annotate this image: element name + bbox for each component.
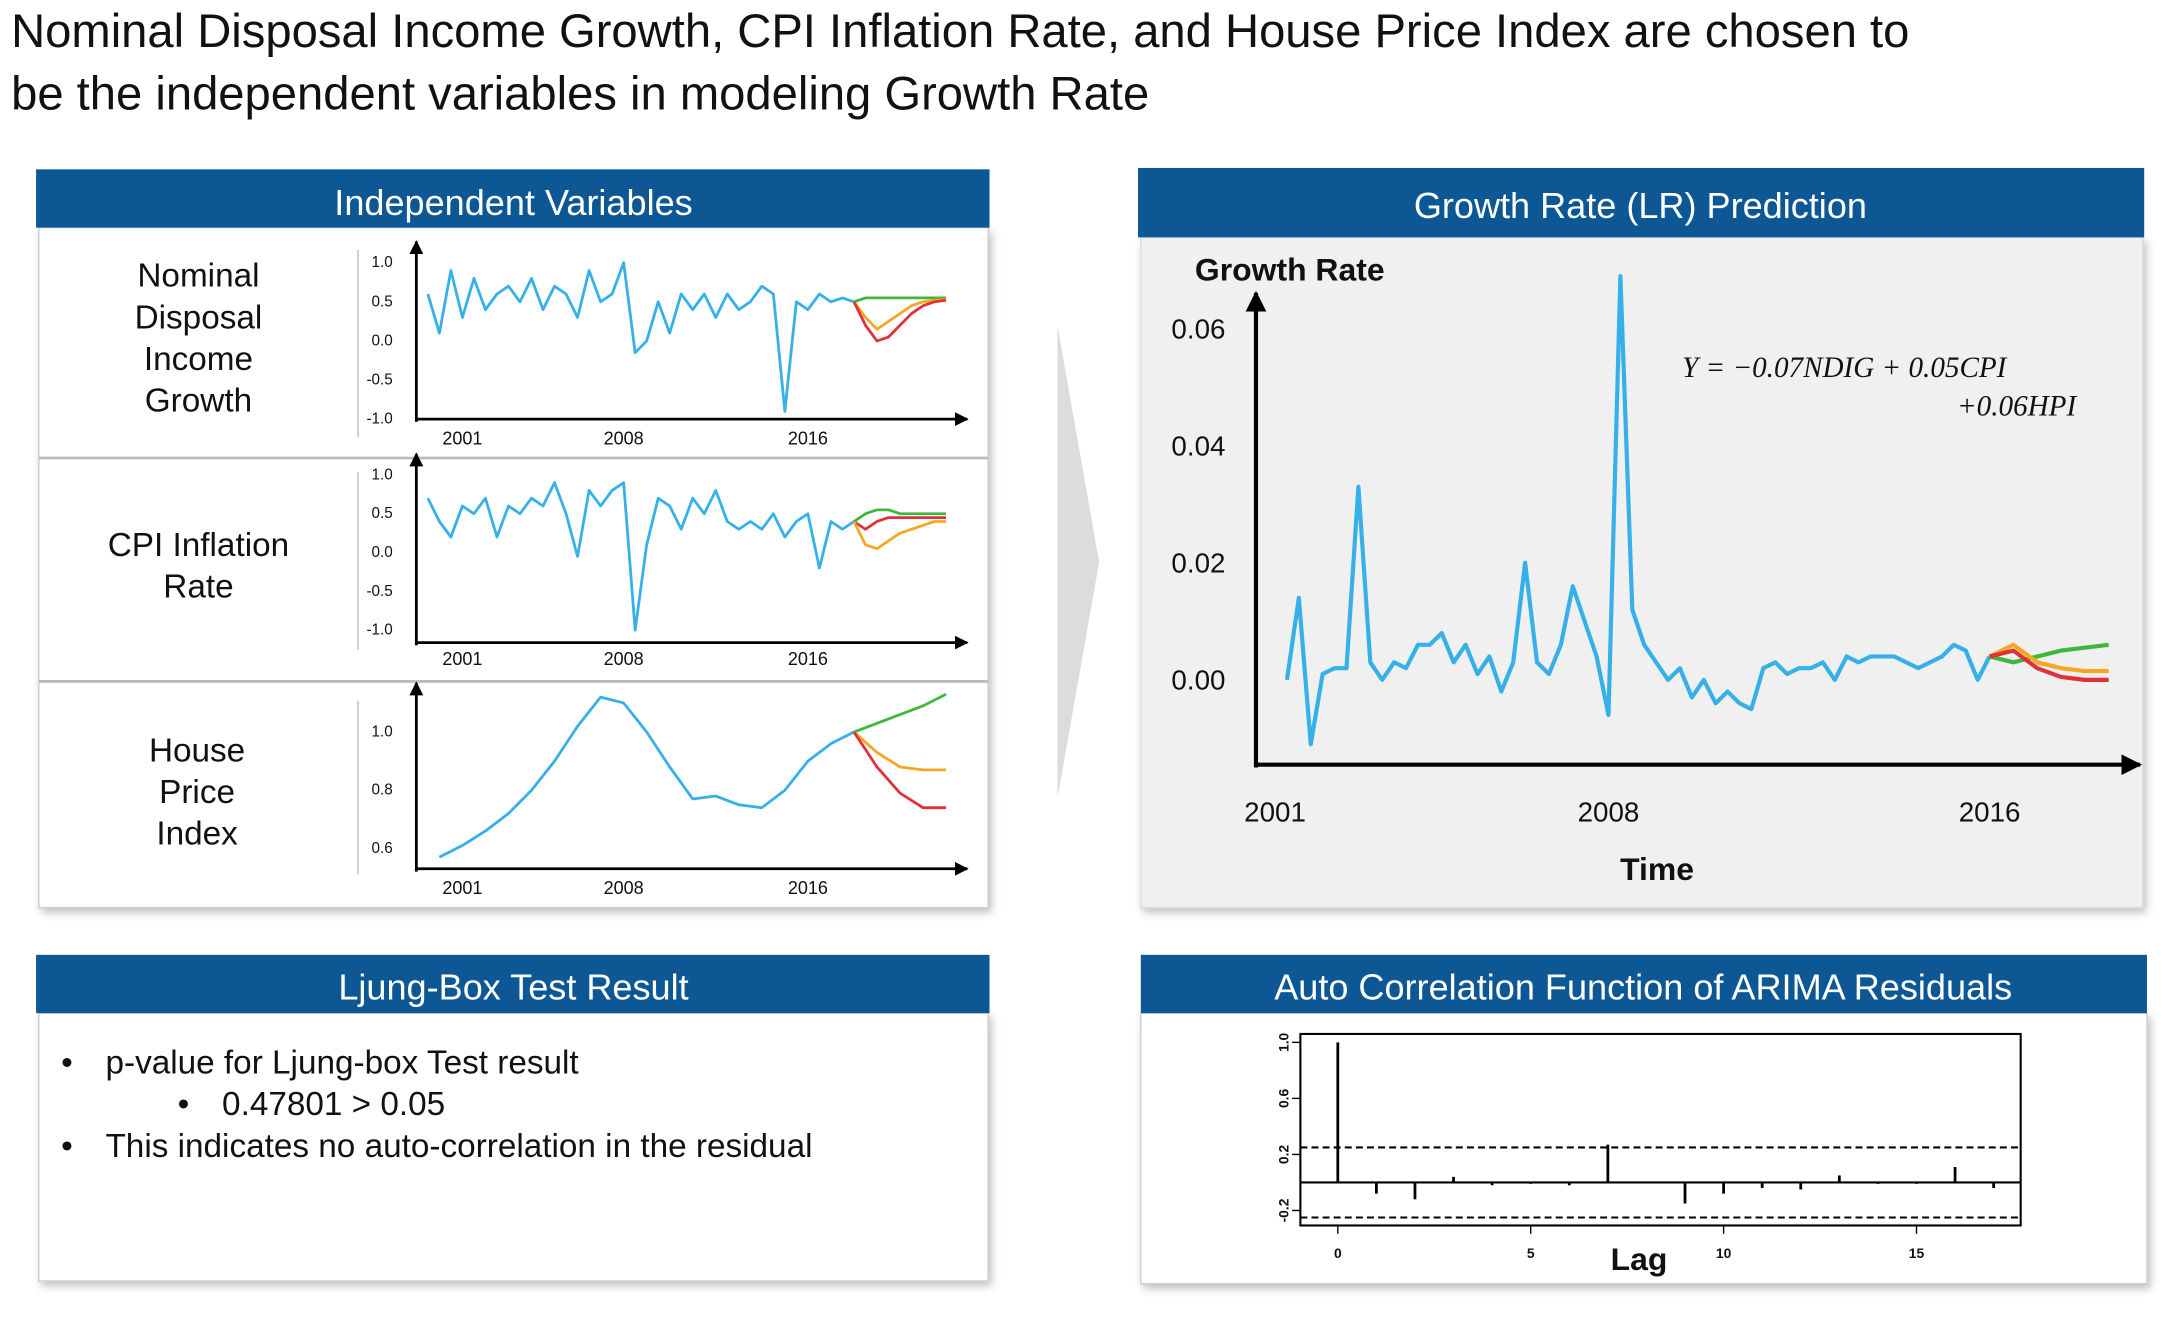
- panel-header: [36, 954, 990, 1014]
- y-tick-label: 0.0: [372, 332, 393, 349]
- bullet: •: [61, 1128, 73, 1165]
- x-tick-label: 2008: [1578, 796, 1640, 827]
- y-tick-label: 1.0: [372, 254, 393, 271]
- equation: +0.06HPI: [1957, 391, 2077, 423]
- y-tick-label: -0.5: [366, 583, 392, 600]
- y-tick-label: -0.5: [366, 372, 392, 389]
- row-label: Index: [156, 816, 238, 853]
- series-line: [853, 730, 947, 772]
- y-tick-label: 0.00: [1171, 664, 1225, 695]
- row-label: Income: [144, 341, 253, 378]
- y-axis-label: Growth Rate: [1195, 251, 1385, 287]
- x-tick-label: 2008: [604, 649, 644, 669]
- y-tick-label: 0.02: [1171, 547, 1225, 578]
- series-line: [853, 692, 947, 734]
- x-tick-label: 2001: [442, 878, 482, 898]
- y-tick-label: -1.0: [366, 622, 392, 639]
- bullet: •: [61, 1045, 73, 1082]
- x-tick-label: 2016: [788, 649, 828, 669]
- panel-title: Ljung-Box Test Result: [338, 966, 688, 1007]
- y-tick-label: 0.6: [1276, 1088, 1292, 1108]
- x-tick-label: 2016: [1959, 796, 2021, 827]
- arrow-shape: [1057, 326, 1100, 799]
- series-line: [438, 695, 855, 859]
- bullet-text: This indicates no auto-correlation in th…: [105, 1128, 812, 1165]
- y-tick-label: 0.8: [372, 782, 393, 799]
- y-tick-label: 1.0: [372, 724, 393, 741]
- panel-box: [1140, 236, 2144, 909]
- series-line: [1989, 648, 2109, 682]
- x-axis-label: Lag: [1611, 1241, 1668, 1277]
- y-tick-label: 0.5: [372, 505, 393, 522]
- x-tick-label: 2001: [442, 429, 482, 449]
- x-tick-label: 2008: [604, 878, 644, 898]
- y-tick-label: 1.0: [1276, 1032, 1292, 1052]
- series-line: [426, 481, 855, 632]
- y-tick-label: 0.0: [372, 544, 393, 561]
- row-label: House: [149, 732, 245, 769]
- x-tick-label: 10: [1716, 1245, 1732, 1261]
- y-tick-label: 0.6: [372, 840, 393, 857]
- panel-title: Growth Rate (LR) Prediction: [1414, 185, 1867, 226]
- panel-header: [1138, 167, 2145, 238]
- x-tick-label: 2001: [442, 649, 482, 669]
- series-line: [852, 298, 947, 331]
- series-line: [852, 731, 947, 810]
- plot-frame: [1299, 1032, 2022, 1227]
- series-line: [853, 296, 947, 304]
- panel-title: Independent Variables: [334, 182, 692, 223]
- row-label: Nominal: [137, 258, 259, 295]
- series-line: [1989, 642, 2109, 665]
- series-line: [853, 516, 947, 531]
- series-line: [1284, 274, 1992, 747]
- x-tick-label: 15: [1909, 1245, 1925, 1261]
- x-tick-label: 5: [1527, 1245, 1535, 1261]
- y-tick-label: -1.0: [366, 411, 392, 428]
- row-label: Disposal: [135, 299, 263, 336]
- y-tick-label: 0.2: [1276, 1145, 1292, 1165]
- y-tick-label: 0.5: [372, 293, 393, 310]
- y-tick-label: -0.2: [1276, 1198, 1292, 1222]
- y-tick-label: 1.0: [372, 466, 393, 483]
- row-label: CPI Inflation: [108, 527, 289, 564]
- x-axis-label: Time: [1620, 851, 1694, 887]
- x-tick-label: 2001: [1244, 796, 1306, 827]
- equation: Y = −0.07NDIG + 0.05CPI: [1682, 352, 2008, 384]
- bullet-text: p-value for Ljung-box Test result: [105, 1045, 578, 1082]
- bullet: •: [178, 1086, 190, 1123]
- row-label: Rate: [163, 569, 233, 606]
- x-tick-label: 2016: [788, 878, 828, 898]
- panel-box: [38, 1012, 989, 1282]
- series-line: [853, 508, 947, 523]
- x-tick-label: 2008: [604, 429, 644, 449]
- x-tick-label: 2016: [788, 429, 828, 449]
- row-label: Growth: [145, 383, 252, 420]
- slide-title: be the independent variables in modeling…: [11, 67, 1149, 120]
- series-line: [852, 520, 947, 551]
- slide-title: Nominal Disposal Income Growth, CPI Infl…: [11, 4, 1909, 57]
- series-line: [426, 261, 855, 413]
- series-line: [1988, 642, 2109, 674]
- row-label: Price: [159, 774, 235, 811]
- x-tick-label: 0: [1334, 1245, 1342, 1261]
- panel-header: [1140, 954, 2147, 1014]
- y-tick-label: 0.06: [1171, 313, 1225, 344]
- panel-box: [38, 226, 989, 909]
- panel-header: [36, 169, 990, 228]
- bullet-text: 0.47801 > 0.05: [222, 1086, 445, 1123]
- panel-title: Auto Correlation Function of ARIMA Resid…: [1274, 966, 2012, 1007]
- y-tick-label: 0.04: [1171, 430, 1225, 461]
- series-line: [852, 298, 947, 343]
